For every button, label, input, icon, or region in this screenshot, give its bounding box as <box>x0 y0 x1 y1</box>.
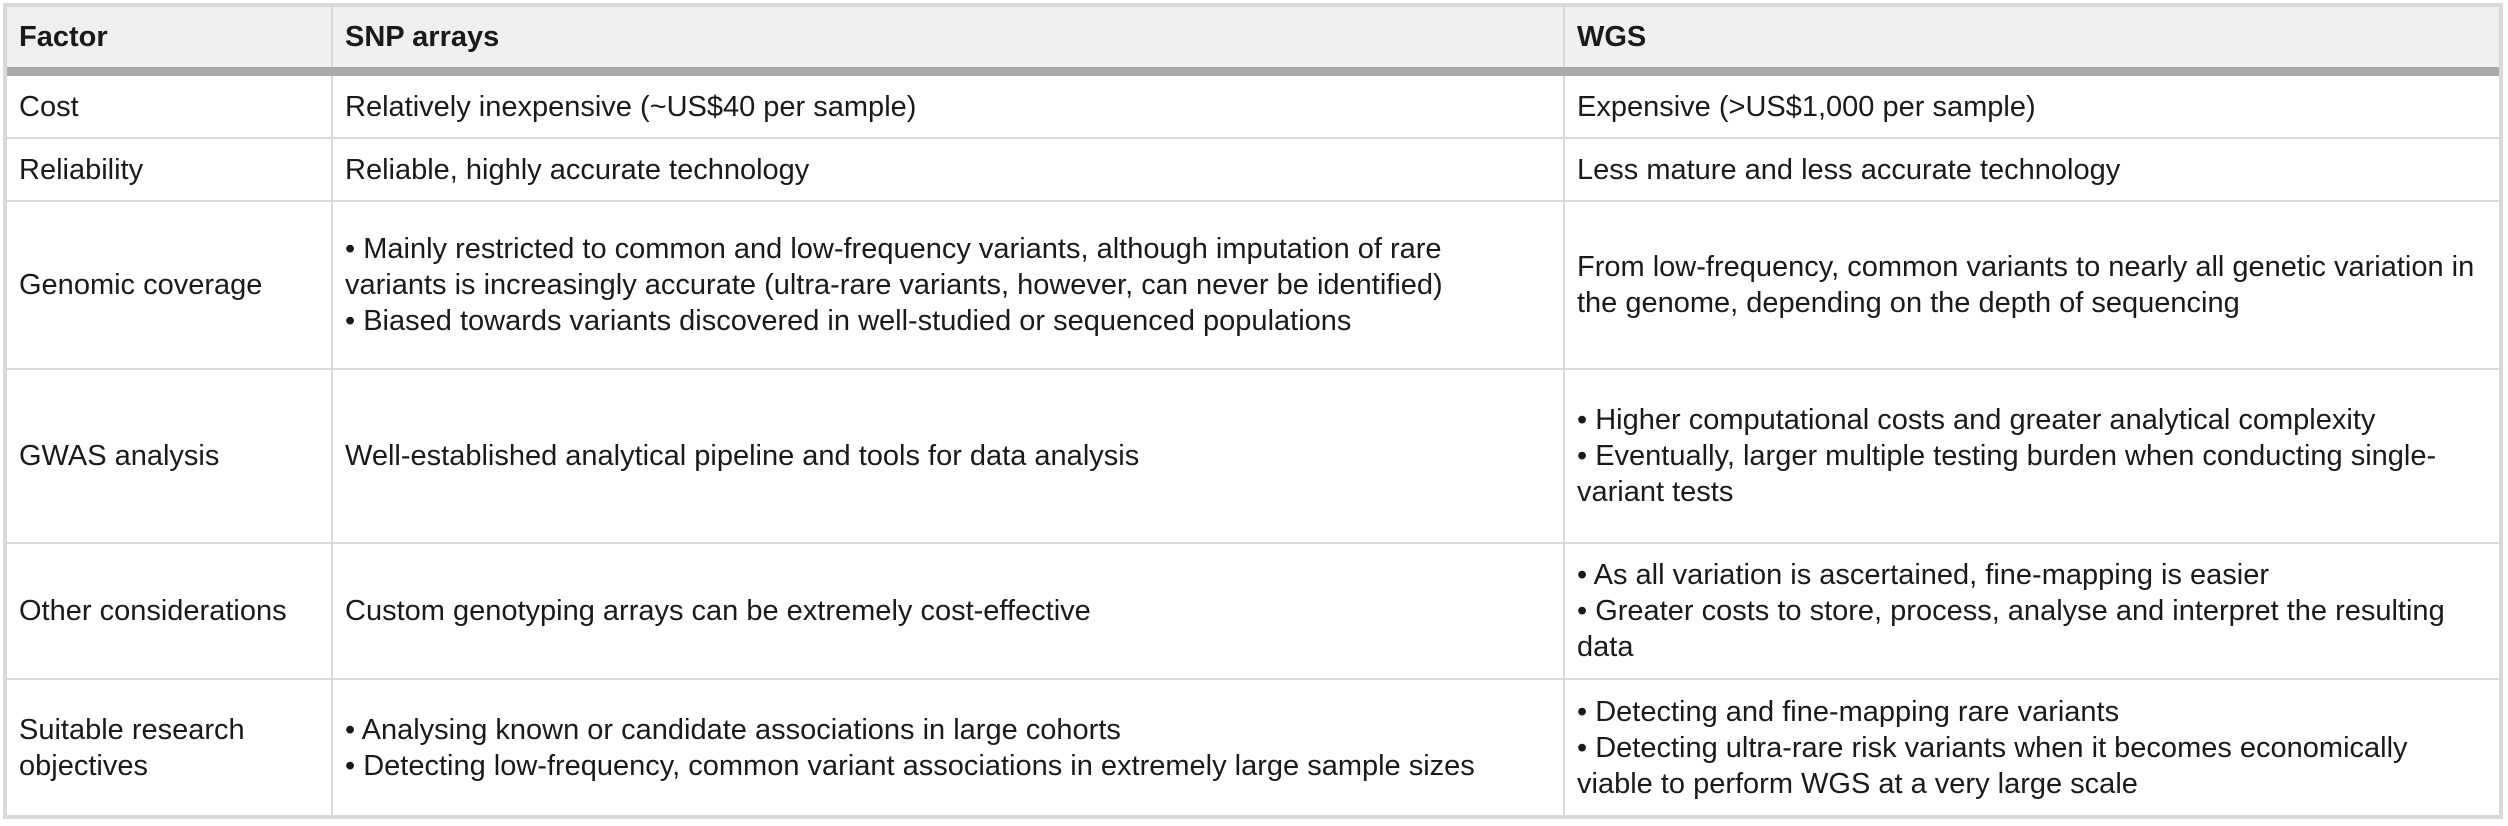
table-row: Cost Relatively inexpensive (~US$40 per … <box>7 70 2499 140</box>
cell-line: Reliable, highly accurate technology <box>345 153 810 186</box>
cell-line: • Detecting ultra-rare risk variants whe… <box>1577 731 2408 800</box>
cell-line: • Detecting and fine-mapping rare varian… <box>1577 695 2120 728</box>
snp-cell: Well-established analytical pipeline and… <box>331 367 1565 544</box>
header-factor: Factor <box>7 7 333 76</box>
wgs-cell: Expensive (>US$1,000 per sample) <box>1563 70 2499 140</box>
factor-cell: Cost <box>7 70 333 140</box>
factor-cell: Other considerations <box>7 541 333 681</box>
table-row: Suitable research objectives • Analysing… <box>7 678 2499 815</box>
cell-line: • Analysing known or candidate associati… <box>345 713 1121 746</box>
cell-line: • Higher computational costs and greater… <box>1577 403 2376 436</box>
cell-line: • Eventually, larger multiple testing bu… <box>1577 439 2437 508</box>
wgs-cell: • Detecting and fine-mapping rare varian… <box>1563 678 2499 815</box>
wgs-cell: • As all variation is ascertained, fine-… <box>1563 541 2499 681</box>
comparison-table: Factor SNP arrays WGS Cost Relatively in… <box>7 7 2499 815</box>
comparison-table-frame: Factor SNP arrays WGS Cost Relatively in… <box>3 3 2503 819</box>
cell-line: • As all variation is ascertained, fine-… <box>1577 559 2269 592</box>
cell-line: • Greater costs to store, process, analy… <box>1577 595 2445 664</box>
wgs-cell: Less mature and less accurate technology <box>1563 137 2499 203</box>
cell-line: Expensive (>US$1,000 per sample) <box>1577 90 2036 123</box>
cell-line: Less mature and less accurate technology <box>1577 153 2121 186</box>
factor-cell: Genomic coverage <box>7 200 333 370</box>
table-row: GWAS analysis Well-established analytica… <box>7 367 2499 544</box>
cell-line: Relatively inexpensive (~US$40 per sampl… <box>345 90 917 123</box>
snp-cell: • Analysing known or candidate associati… <box>331 678 1565 815</box>
factor-cell: Suitable research objectives <box>7 678 333 815</box>
cell-line: • Biased towards variants discovered in … <box>345 305 1352 338</box>
table-row: Reliability Reliable, highly accurate te… <box>7 137 2499 203</box>
cell-line: • Mainly restricted to common and low-fr… <box>345 233 1443 302</box>
cell-line: • Detecting low-frequency, common varian… <box>345 749 1475 782</box>
table-header-row: Factor SNP arrays WGS <box>7 7 2499 76</box>
header-snp-arrays: SNP arrays <box>331 7 1565 76</box>
cell-line: Well-established analytical pipeline and… <box>345 439 1140 472</box>
snp-cell: Reliable, highly accurate technology <box>331 137 1565 203</box>
cell-line: From low-frequency, common variants to n… <box>1577 251 2475 320</box>
factor-cell: Reliability <box>7 137 333 203</box>
table-row: Genomic coverage • Mainly restricted to … <box>7 200 2499 370</box>
cell-line: Custom genotyping arrays can be extremel… <box>345 595 1091 628</box>
wgs-cell: • Higher computational costs and greater… <box>1563 367 2499 544</box>
snp-cell: Relatively inexpensive (~US$40 per sampl… <box>331 70 1565 140</box>
factor-cell: GWAS analysis <box>7 367 333 544</box>
snp-cell: • Mainly restricted to common and low-fr… <box>331 200 1565 370</box>
header-wgs: WGS <box>1563 7 2499 76</box>
wgs-cell: From low-frequency, common variants to n… <box>1563 200 2499 370</box>
snp-cell: Custom genotyping arrays can be extremel… <box>331 541 1565 681</box>
table-row: Other considerations Custom genotyping a… <box>7 541 2499 681</box>
